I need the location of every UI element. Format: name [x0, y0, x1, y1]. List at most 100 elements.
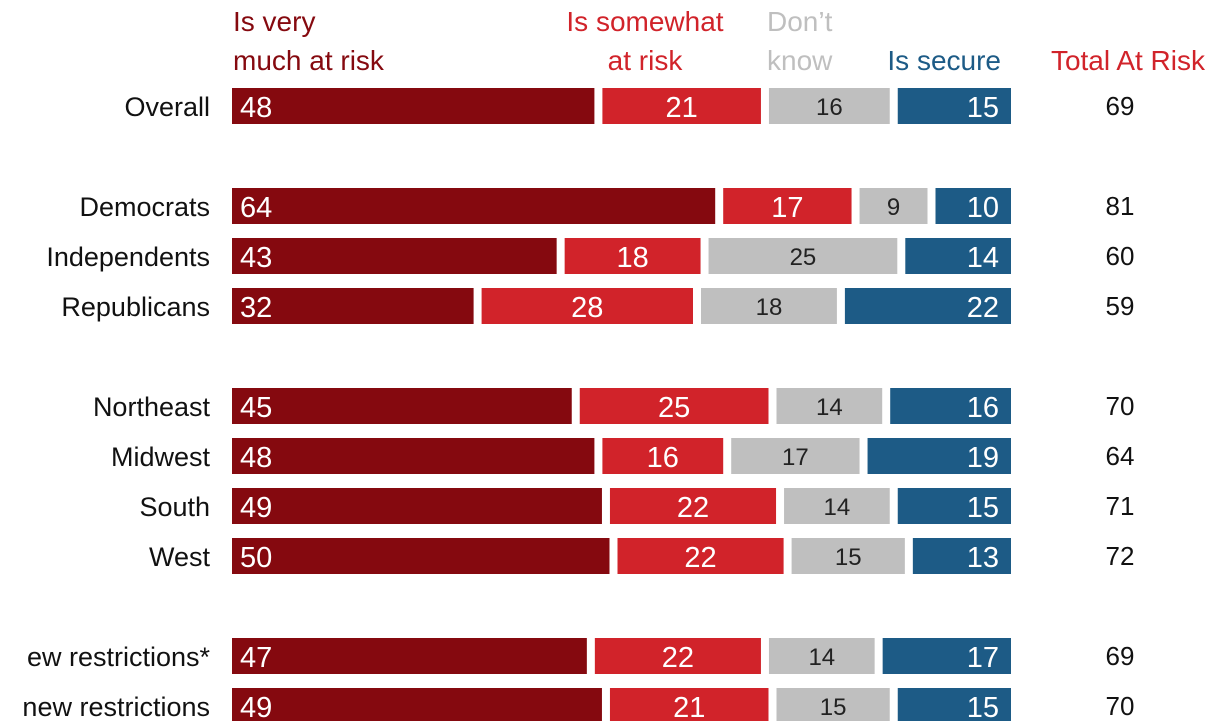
- bar-somewhat: [602, 88, 761, 124]
- row-label: Independents: [46, 242, 210, 272]
- bar-secure: [867, 438, 1011, 474]
- value-label-very-much: 48: [240, 92, 272, 124]
- value-label-dont-know: 15: [835, 544, 862, 571]
- bar-somewhat: [617, 538, 784, 574]
- bar-very-much: [232, 688, 602, 721]
- value-label-secure: 19: [967, 442, 999, 474]
- total-at-risk-value: 60: [1106, 241, 1135, 271]
- value-label-somewhat: 25: [658, 392, 690, 424]
- value-label-somewhat: 28: [571, 292, 603, 324]
- row-label: South: [139, 492, 210, 522]
- value-label-secure: 10: [967, 192, 999, 224]
- bar-dont-know: [731, 438, 860, 474]
- total-at-risk-value: 64: [1106, 441, 1135, 471]
- bar-somewhat: [602, 438, 724, 474]
- bar-dont-know: [768, 638, 875, 674]
- value-label-secure: 15: [967, 692, 999, 721]
- value-label-secure: 14: [967, 242, 999, 274]
- header-very-much-line1: Is very: [233, 6, 315, 37]
- bar-secure: [897, 88, 1011, 124]
- value-label-very-much: 49: [240, 692, 272, 721]
- bar-very-much: [232, 638, 587, 674]
- value-label-dont-know: 17: [782, 444, 809, 471]
- legend-headers: Is very much at risk Is somewhat at risk…: [233, 6, 1206, 76]
- header-dont-know-line1: Don’t: [767, 6, 833, 37]
- total-at-risk-value: 72: [1106, 541, 1135, 571]
- value-label-very-much: 43: [240, 242, 272, 274]
- header-somewhat-line2: at risk: [608, 45, 684, 76]
- bar-very-much: [232, 238, 557, 274]
- bar-very-much: [232, 88, 595, 124]
- bar-somewhat: [723, 188, 852, 224]
- bar-secure: [882, 638, 1011, 674]
- bar-dont-know: [768, 88, 890, 124]
- total-at-risk-value: 70: [1106, 391, 1135, 421]
- value-label-dont-know: 15: [820, 694, 847, 721]
- bar-secure: [844, 288, 1011, 324]
- value-label-dont-know: 9: [887, 194, 900, 221]
- bar-very-much: [232, 188, 716, 224]
- row-label: Overall: [124, 92, 210, 122]
- value-label-dont-know: 14: [808, 644, 835, 671]
- row-label: new restrictions: [22, 692, 210, 721]
- header-somewhat-line1: Is somewhat: [566, 6, 723, 37]
- bar-secure: [912, 538, 1011, 574]
- value-label-very-much: 48: [240, 442, 272, 474]
- total-at-risk-value: 70: [1106, 691, 1135, 721]
- bar-secure: [897, 688, 1011, 721]
- value-label-somewhat: 16: [647, 442, 679, 474]
- value-label-somewhat: 21: [666, 92, 698, 124]
- value-label-very-much: 45: [240, 392, 272, 424]
- bar-very-much: [232, 288, 474, 324]
- bar-somewhat: [481, 288, 693, 324]
- bar-somewhat: [564, 238, 701, 274]
- row-label: Northeast: [93, 392, 211, 422]
- bar-dont-know: [859, 188, 928, 224]
- bar-somewhat: [609, 688, 769, 721]
- bar-secure: [935, 188, 1011, 224]
- header-total: Total At Risk: [1051, 45, 1206, 76]
- value-label-somewhat: 18: [616, 242, 648, 274]
- bar-very-much: [232, 488, 602, 524]
- total-at-risk-value: 81: [1106, 191, 1135, 221]
- bar-dont-know: [708, 238, 898, 274]
- bar-secure: [890, 388, 1011, 424]
- value-label-somewhat: 22: [684, 542, 716, 574]
- value-label-very-much: 64: [240, 192, 272, 224]
- bar-somewhat: [594, 638, 761, 674]
- value-label-secure: 16: [967, 392, 999, 424]
- total-at-risk-value: 71: [1106, 491, 1135, 521]
- bar-somewhat: [579, 388, 769, 424]
- value-label-very-much: 47: [240, 642, 272, 674]
- header-secure: Is secure: [887, 45, 1001, 76]
- total-at-risk-value: 59: [1106, 291, 1135, 321]
- bar-dont-know: [701, 288, 837, 324]
- chart-rows: Overall 48 21 16 15 69 Democrats 64 17 9 10 81 Indep…: [22, 88, 1134, 721]
- bar-secure: [905, 238, 1011, 274]
- value-label-somewhat: 21: [673, 692, 705, 721]
- bar-dont-know: [776, 388, 883, 424]
- bar-dont-know: [776, 688, 890, 721]
- bar-dont-know: [784, 488, 890, 524]
- bar-dont-know: [791, 538, 905, 574]
- value-label-dont-know: 14: [824, 494, 851, 521]
- header-dont-know-line2: know: [767, 45, 833, 76]
- bar-secure: [897, 488, 1011, 524]
- bar-very-much: [232, 388, 572, 424]
- value-label-dont-know: 18: [756, 294, 783, 321]
- bar-somewhat: [609, 488, 777, 524]
- value-label-dont-know: 16: [816, 94, 843, 121]
- value-label-very-much: 32: [240, 292, 272, 324]
- row-label: Democrats: [79, 192, 210, 222]
- row-label: Midwest: [111, 442, 211, 472]
- value-label-secure: 13: [967, 542, 999, 574]
- row-label: ew restrictions*: [27, 642, 211, 672]
- value-label-very-much: 50: [240, 542, 272, 574]
- value-label-somewhat: 17: [771, 192, 803, 224]
- header-very-much-line2: much at risk: [233, 45, 385, 76]
- bar-very-much: [232, 438, 595, 474]
- value-label-dont-know: 14: [816, 394, 843, 421]
- value-label-very-much: 49: [240, 492, 272, 524]
- total-at-risk-value: 69: [1106, 641, 1135, 671]
